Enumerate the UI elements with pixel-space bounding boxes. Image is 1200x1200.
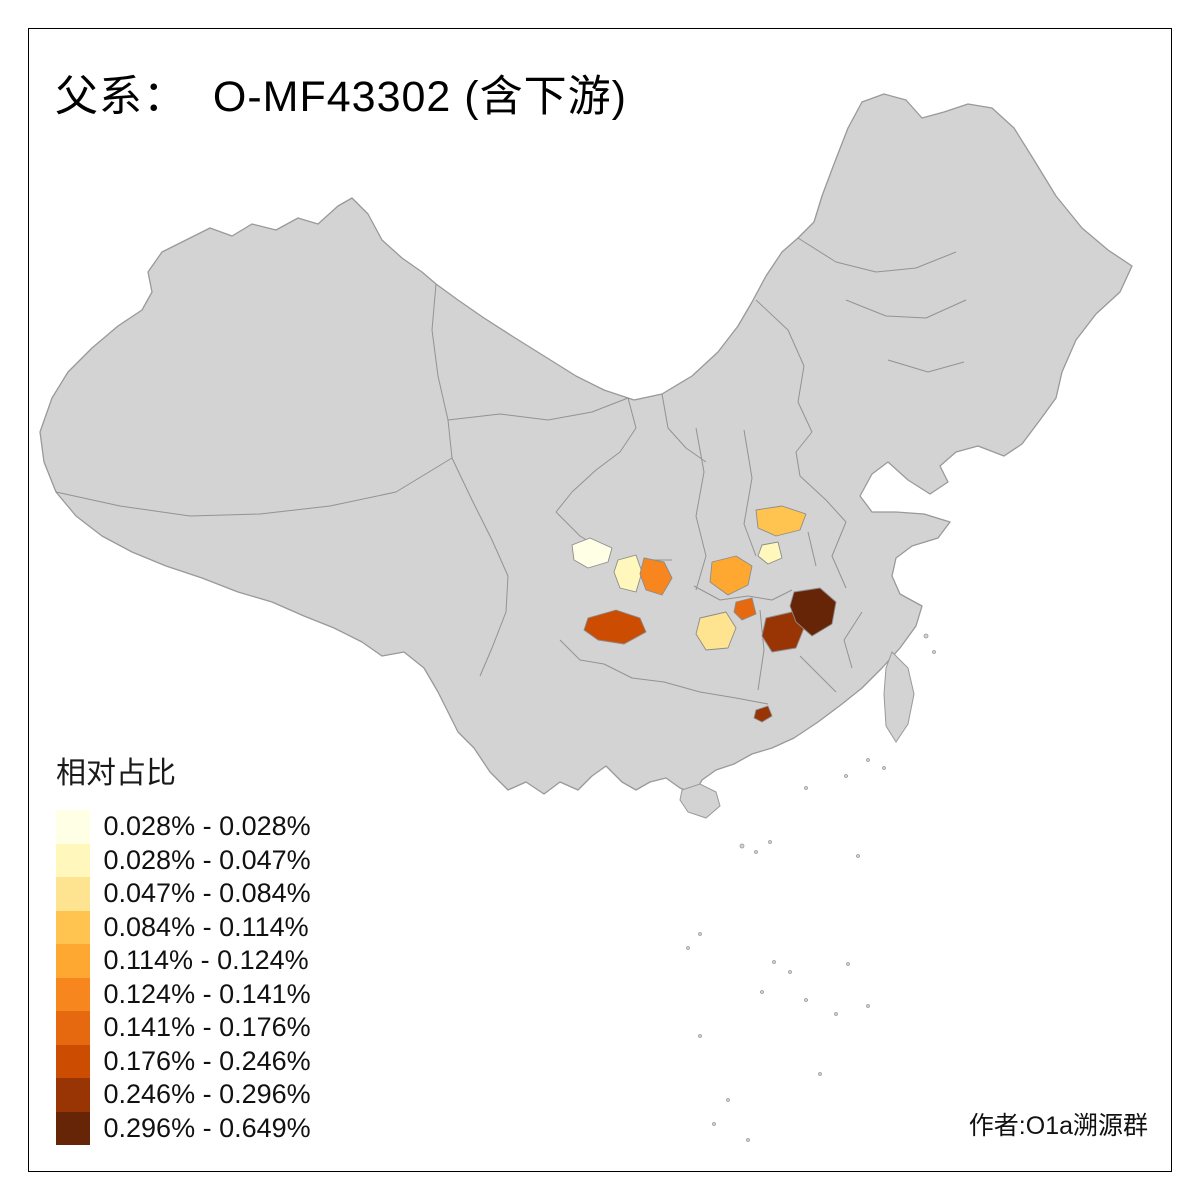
legend-label: 0.028% - 0.047% — [103, 844, 311, 875]
highlighted-region-5 — [709, 555, 753, 596]
author-credit: 作者:O1a溯源群 — [968, 1112, 1148, 1140]
legend-row: 0.141% - 0.176% — [56, 1011, 311, 1045]
legend-title: 相对占比 — [56, 757, 176, 790]
highlighted-region-3 — [755, 505, 807, 537]
legend-swatch — [56, 877, 90, 911]
legend-row: 0.124% - 0.141% — [56, 977, 311, 1011]
highlighted-region-10 — [789, 587, 837, 637]
legend: 相对占比 0.028% - 0.028% 0.028% - 0.047% 0.0… — [56, 748, 311, 1145]
highlighted-region-4 — [757, 541, 783, 565]
legend-row: 0.047% - 0.084% — [56, 877, 311, 911]
legend-row: 0.084% - 0.114% — [56, 910, 311, 944]
hainan-island — [679, 783, 721, 819]
legend-swatch — [56, 910, 90, 944]
legend-swatch — [56, 977, 90, 1011]
legend-rows: 0.028% - 0.028% 0.028% - 0.047% 0.047% -… — [56, 810, 311, 1145]
legend-swatch — [56, 1078, 90, 1112]
legend-label: 0.028% - 0.028% — [103, 811, 311, 842]
highlighted-region-8 — [583, 609, 647, 645]
highlighted-region-1 — [613, 554, 643, 593]
legend-swatch — [56, 843, 90, 877]
legend-row: 0.246% - 0.296% — [56, 1078, 311, 1112]
legend-label: 0.124% - 0.141% — [103, 978, 311, 1009]
legend-row: 0.176% - 0.246% — [56, 1044, 311, 1078]
legend-label: 0.176% - 0.246% — [103, 1045, 311, 1076]
highlighted-region-0 — [571, 537, 613, 569]
legend-label: 0.084% - 0.114% — [103, 911, 309, 942]
legend-swatch — [56, 1044, 90, 1078]
legend-swatch — [56, 810, 90, 844]
highlighted-region-7 — [695, 611, 737, 651]
highlighted-region-6 — [733, 597, 757, 621]
legend-row: 0.028% - 0.047% — [56, 843, 311, 877]
highlighted-region-11 — [753, 705, 773, 723]
legend-swatch — [56, 1011, 90, 1045]
highlighted-regions — [571, 505, 837, 723]
legend-label: 0.246% - 0.296% — [103, 1079, 311, 1110]
taiwan-island — [883, 651, 915, 743]
legend-row: 0.296% - 0.649% — [56, 1111, 311, 1145]
legend-swatch — [56, 1111, 90, 1145]
legend-label: 0.141% - 0.176% — [103, 1012, 311, 1043]
country-outline — [39, 93, 1133, 795]
legend-label: 0.296% - 0.649% — [103, 1112, 311, 1143]
highlighted-region-2 — [639, 557, 673, 596]
legend-row: 0.114% - 0.124% — [56, 944, 311, 978]
legend-label: 0.047% - 0.084% — [103, 878, 311, 909]
legend-swatch — [56, 944, 90, 978]
legend-row: 0.028% - 0.028% — [56, 810, 311, 844]
province-borders — [55, 237, 967, 705]
small-islands — [686, 633, 936, 1142]
legend-label: 0.114% - 0.124% — [103, 945, 309, 976]
page-title: 父系： O-MF43302 (含下游) — [55, 73, 627, 121]
